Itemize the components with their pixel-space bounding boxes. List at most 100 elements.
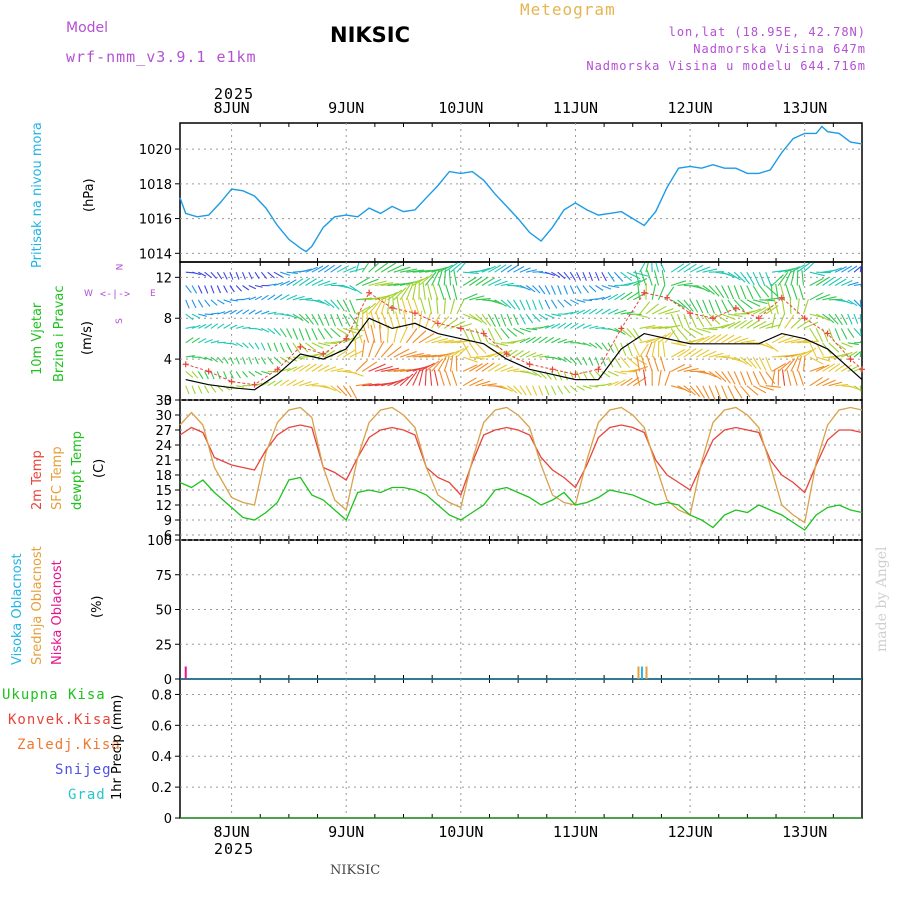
wind-arrow bbox=[519, 385, 527, 396]
wind-arrow bbox=[765, 385, 781, 388]
wind-arrow bbox=[191, 385, 196, 395]
wind-arrow bbox=[330, 367, 344, 372]
wind-arrow bbox=[727, 299, 737, 313]
wind-arrow bbox=[299, 297, 313, 301]
wind-arrow bbox=[513, 266, 525, 273]
wind-arrow bbox=[395, 311, 401, 329]
wind-arrow bbox=[248, 356, 253, 365]
wind-arrow bbox=[859, 285, 862, 287]
wind-arrow bbox=[443, 355, 450, 372]
wind-arrow bbox=[513, 350, 524, 358]
wind-arrow bbox=[412, 282, 417, 300]
wind-arrow bbox=[689, 385, 701, 398]
wind-arrow bbox=[784, 314, 795, 329]
y-tick-label: 1018 bbox=[139, 178, 172, 193]
wind-arrow bbox=[468, 328, 476, 343]
wind-arrow bbox=[500, 385, 513, 392]
wind-arrow bbox=[519, 337, 531, 344]
wind-arrow bbox=[223, 285, 228, 293]
wind-arrow bbox=[620, 342, 627, 356]
wind-arrow bbox=[469, 313, 483, 324]
precip-unit: 1hr Precip (mm) bbox=[110, 694, 125, 800]
wind-arrow bbox=[696, 335, 710, 344]
wind-arrow bbox=[273, 342, 279, 352]
wind-arrow bbox=[563, 385, 571, 394]
wind-arrow bbox=[223, 371, 228, 380]
wind-arrow bbox=[286, 279, 297, 286]
wind-arrow bbox=[336, 349, 349, 358]
wind-arrow bbox=[298, 277, 311, 286]
wind-arrow bbox=[531, 385, 538, 396]
wind-arrow bbox=[236, 325, 244, 329]
wind-arrow bbox=[608, 284, 620, 288]
wind-arrow bbox=[620, 271, 633, 282]
wind-arrow bbox=[267, 283, 277, 287]
wind-arrow bbox=[809, 328, 819, 342]
wind-arrow bbox=[594, 356, 600, 366]
wind-arrow bbox=[765, 324, 781, 329]
wind-arrow bbox=[822, 356, 837, 359]
wind-arrow bbox=[658, 308, 674, 315]
wind-gust-marker bbox=[480, 330, 487, 337]
wind-arrow bbox=[576, 385, 585, 391]
wind-arrow bbox=[412, 369, 421, 386]
wind-arrow bbox=[217, 311, 226, 315]
wind-arrow bbox=[336, 327, 349, 336]
wind-arrow bbox=[304, 328, 311, 341]
wind-arrow bbox=[399, 350, 417, 358]
wind-arrow bbox=[733, 371, 741, 386]
wind-arrow bbox=[696, 266, 711, 273]
wind-arrow bbox=[613, 271, 624, 282]
wind-arrow bbox=[370, 324, 376, 343]
y-tick-label: 6 bbox=[164, 529, 172, 544]
wind-arrow bbox=[378, 324, 382, 343]
wind-arrow bbox=[859, 328, 862, 335]
wind-arrow bbox=[620, 291, 633, 301]
wind-arrow bbox=[752, 285, 762, 299]
wind-arrow bbox=[601, 271, 607, 282]
wind-arrow bbox=[582, 299, 593, 302]
wind-arrow bbox=[576, 285, 582, 294]
wind-arrow bbox=[538, 385, 544, 396]
wind-arrow bbox=[513, 385, 523, 395]
wind-arrow bbox=[607, 308, 619, 315]
wind-arrow bbox=[210, 285, 215, 294]
wind-gust-marker bbox=[457, 325, 464, 332]
wind-arrow bbox=[588, 308, 598, 315]
wind-arrow bbox=[683, 313, 690, 329]
wind-arrow bbox=[664, 370, 671, 386]
wind-arrow bbox=[261, 294, 269, 301]
wind-arrow bbox=[223, 299, 232, 304]
wind-arrow bbox=[336, 313, 343, 327]
wind-arrow bbox=[702, 385, 710, 400]
wind-arrow bbox=[236, 385, 245, 388]
wind-arrow bbox=[557, 271, 566, 280]
wind-arrow bbox=[481, 328, 489, 343]
wind-arrow bbox=[786, 369, 792, 386]
wind-arrow bbox=[260, 356, 267, 365]
cloud-label-mid: Srednja Oblacnost bbox=[30, 546, 45, 665]
wind-arrow bbox=[796, 298, 800, 315]
wind-gust-marker bbox=[595, 366, 602, 373]
wind-arrow bbox=[532, 370, 542, 378]
wind-arrow bbox=[519, 267, 531, 273]
wind-arrow bbox=[380, 291, 398, 301]
elevation-text: Nadmorska Visina 647m bbox=[693, 42, 866, 56]
date-label-top: 12JUN bbox=[667, 99, 712, 117]
wind-arrow bbox=[475, 276, 489, 286]
wind-arrow bbox=[317, 264, 329, 273]
wind-arrow bbox=[449, 298, 456, 315]
wind-arrow bbox=[506, 327, 518, 337]
wind-arrow bbox=[191, 324, 201, 329]
wind-arrow bbox=[645, 262, 649, 273]
wind-arrow bbox=[532, 353, 543, 358]
wind-arrow bbox=[815, 328, 823, 343]
wind-arrow bbox=[550, 285, 556, 295]
wind-arrow bbox=[513, 338, 526, 344]
wind-arrow bbox=[689, 299, 699, 313]
wind-arrow bbox=[759, 299, 775, 302]
wind-arrow bbox=[342, 385, 352, 398]
wind-arrow bbox=[248, 342, 255, 350]
wind-arrow bbox=[733, 299, 745, 312]
wind-arrow bbox=[248, 309, 256, 315]
